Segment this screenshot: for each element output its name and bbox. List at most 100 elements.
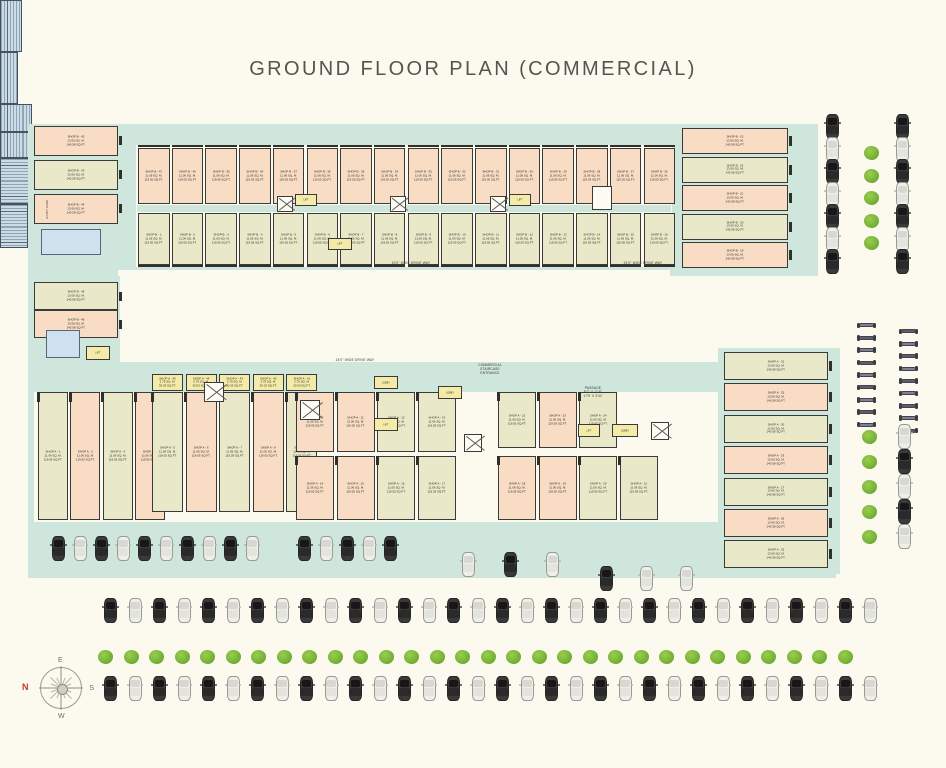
column-marker — [416, 392, 420, 401]
motorcycle-icon — [857, 396, 876, 403]
tree-icon — [862, 480, 877, 494]
shop-unit-lowercenter-6[interactable]: SHOP A - 16 11.06 SQ. M. 119.05 SQ.FT. — [377, 456, 416, 520]
shop-unit-lowercenter-3[interactable]: SHOP A - 13 11.06 SQ. M. 119.05 SQ.FT. — [417, 392, 456, 452]
shop-unit-label: SHOP A - 27 13.06 SQ. M. 140.58 SQ.FT. — [766, 484, 786, 497]
car-icon — [837, 598, 854, 623]
tree-icon — [864, 236, 879, 250]
shop-unit-top-lower-1[interactable]: SHOP B - 2 11.06 SQ. M. 119.05 SQ.FT. — [171, 213, 204, 265]
shop-unit-top-upper-1[interactable]: SHOP B - 46 11.06 SQ. M. 119.05 SQ.FT. — [171, 148, 204, 204]
car-icon — [763, 676, 781, 701]
shop-unit-top-upper-6[interactable]: SHOP B - 35 11.06 SQ. M. 119.05 SQ.FT. — [340, 148, 372, 204]
shop-unit-label: SHOP A - 20 11.06 SQ. M. 119.05 SQ.FT. — [588, 481, 608, 493]
shop-unit-top-lower-0[interactable]: SHOP B - 1 11.06 SQ. M. 119.05 SQ.FT. — [138, 213, 170, 265]
shop-unit-top-lower-13[interactable]: SHOP B - 14 11.06 SQ. M. 119.05 SQ.FT. — [576, 213, 608, 265]
lift-icon-top-2 — [390, 196, 406, 212]
column-marker — [496, 392, 500, 401]
tree-icon — [557, 650, 572, 664]
motorcycle-icon — [857, 347, 876, 354]
shop-unit-lowerrightmid-1[interactable]: SHOP A - 23 11.06 SQ. M. 119.05 SQ.FT. — [538, 392, 577, 448]
car-icon — [690, 676, 707, 701]
shop-unit-lowerleft-1[interactable]: SHOP A - 2 11.06 SQ. M. 119.05 SQ.FT. — [70, 392, 101, 520]
shop-unit-top-lower-15[interactable]: SHOP B - 16 11.06 SQ. M. 119.05 SQ.FT. — [643, 213, 675, 265]
shop-unit-top-upper-2[interactable]: SHOP B - 35 11.06 SQ. M. 119.05 SQ.FT. — [205, 148, 237, 204]
shop-unit-label: SHOP A - 3 11.06 SQ. M. 119.05 SQ.FT. — [108, 449, 128, 461]
shop-unit-lowercenter-8[interactable]: SHOP A - 18 11.06 SQ. M. 119.05 SQ.FT. — [498, 456, 536, 520]
shop-unit-lowerright-3[interactable]: SHOP A - 29 13.06 SQ. M. 140.58 SQ.FT. — [724, 446, 828, 475]
shop-unit-topright-4[interactable]: SHOP B - 19 13.06 SQ. M. 140.58 SQ.FT. — [682, 242, 788, 268]
shop-unit-top-upper-10[interactable]: SHOP B - 31 11.06 SQ. M. 119.05 SQ.FT. — [475, 148, 507, 204]
shop-unit-lowermid-0[interactable]: SHOP A - 5 11.06 SQ. M. 119.05 SQ.FT. — [152, 392, 183, 512]
shop-unit-topright-3[interactable]: SHOP B - 20 13.06 SQ. M. 140.58 SQ.FT. — [682, 213, 788, 240]
shop-unit-top-upper-0[interactable]: SHOP B - 47 11.06 SQ. M. 119.05 SQ.FT. — [138, 148, 170, 204]
column-marker — [829, 549, 832, 560]
motorcycle-icon — [857, 334, 876, 341]
shop-unit-lowercenter-5[interactable]: SHOP A - 15 11.06 SQ. M. 119.05 SQ.FT. — [336, 456, 375, 520]
shop-unit-top-lower-2[interactable]: SHOP B - 3 11.06 SQ. M. 119.05 SQ.FT. — [205, 213, 237, 265]
car-icon — [371, 676, 389, 701]
shop-unit-topright-2[interactable]: SHOP B - 21 13.06 SQ. M. 140.58 SQ.FT. — [682, 185, 788, 211]
shop-unit-lowerright-1[interactable]: SHOP A - 32 13.06 SQ. M. 140.58 SQ.FT. — [724, 383, 828, 412]
lift-icon-lower-1 — [204, 382, 224, 402]
column-marker — [643, 265, 675, 267]
car-icon — [518, 598, 536, 623]
shop-unit-top-upper-3[interactable]: SHOP B - 34 11.06 SQ. M. 119.05 SQ.FT. — [239, 148, 271, 204]
car-icon — [298, 676, 315, 701]
shop-unit-lowerright-4[interactable]: SHOP A - 27 13.06 SQ. M. 140.58 SQ.FT. — [724, 477, 828, 506]
shop-unit-top-upper-15[interactable]: SHOP B - 26 11.06 SQ. M. 119.05 SQ.FT. — [643, 148, 675, 204]
shop-unit-lowercenter-11[interactable]: SHOP A - 21 11.06 SQ. M. 119.05 SQ.FT. — [619, 456, 658, 520]
shop-unit-lowermid-2[interactable]: SHOP A - 7 11.06 SQ. M. 119.05 SQ.FT. — [219, 392, 251, 512]
shop-unit-top-lower-8[interactable]: SHOP B - 9 11.06 SQ. M. 119.05 SQ.FT. — [407, 213, 440, 265]
shop-unit-top-lower-7[interactable]: SHOP B - 8 11.06 SQ. M. 119.05 SQ.FT. — [373, 213, 406, 265]
shop-unit-topright-1[interactable]: SHOP B - 22 13.06 SQ. M. 140.58 SQ.FT. — [682, 156, 788, 183]
shop-unit-label: SHOP A - 11 11.06 SQ. M. 119.05 SQ.FT. — [346, 415, 365, 427]
shop-unit-lowerleft-2[interactable]: SHOP A - 3 11.06 SQ. M. 119.05 SQ.FT. — [102, 392, 133, 520]
shop-cap-lowermid-4[interactable]: SHOP A - 41 2.79 SQ. M. 30.03 SQ.FT. — [286, 374, 318, 391]
shop-unit-top-lower-3[interactable]: SHOP B - 4 11.06 SQ. M. 119.05 SQ.FT. — [239, 213, 271, 265]
shop-unit-top-lower-10[interactable]: SHOP B - 11 11.06 SQ. M. 119.05 SQ.FT. — [475, 213, 507, 265]
car-icon — [502, 552, 519, 577]
car-icon — [420, 598, 438, 623]
shop-unit-top-lower-4[interactable]: SHOP B - 5 11.06 SQ. M. 119.05 SQ.FT. — [272, 213, 305, 265]
shop-unit-top-upper-9[interactable]: SHOP B - 32 11.06 SQ. M. 119.05 SQ.FT. — [441, 148, 473, 204]
shop-unit-top-lower-12[interactable]: SHOP B - 13 11.06 SQ. M. 119.05 SQ.FT. — [542, 213, 574, 265]
shop-unit-label: SHOP B - 29 11.06 SQ. M. 119.05 SQ.FT. — [548, 169, 568, 181]
shop-unit-left-0[interactable]: SHOP B - 42 13.06 SQ. M. 140.58 SQ.FT. — [34, 126, 118, 156]
shop-unit-lowermid-1[interactable]: SHOP A - 6 11.06 SQ. M. 119.05 SQ.FT. — [185, 392, 217, 512]
shop-unit-lowerright-5[interactable]: SHOP A - 26 13.06 SQ. M. 140.58 SQ.FT. — [724, 509, 828, 537]
shop-unit-lowercenter-1[interactable]: SHOP A - 11 11.06 SQ. M. 119.05 SQ.FT. — [336, 392, 375, 452]
lobby-label-passage: LOBBY — [620, 428, 630, 432]
shop-unit-label: SHOP A - 6 11.06 SQ. M. 119.05 SQ.FT. — [191, 445, 211, 457]
shop-unit-top-lower-14[interactable]: SHOP B - 15 11.06 SQ. M. 119.05 SQ.FT. — [609, 213, 642, 265]
shop-unit-left-3[interactable]: SHOP B - 45 13.06 SQ. M. 140.58 SQ.FT. — [34, 282, 118, 310]
shop-cap-lowermid-0[interactable]: SHOP A - 45 2.79 SQ. M. 30.03 SQ.FT. — [152, 374, 183, 391]
shop-unit-lowercenter-9[interactable]: SHOP A - 19 11.06 SQ. M. 119.05 SQ.FT. — [538, 456, 577, 520]
car-icon — [824, 249, 841, 274]
column-marker — [508, 265, 541, 267]
shop-unit-topright-0[interactable]: SHOP B - 23 13.06 SQ. M. 140.58 SQ.FT. — [682, 128, 788, 154]
shop-unit-lowerright-2[interactable]: SHOP A - 30 13.06 SQ. M. 140.58 SQ.FT. — [724, 414, 828, 443]
shop-unit-lowerleft-0[interactable]: SHOP A - 1 11.06 SQ. M. 119.05 SQ.FT. — [38, 392, 68, 520]
column-marker — [576, 145, 608, 147]
shop-unit-top-upper-8[interactable]: SHOP B - 33 11.06 SQ. M. 119.05 SQ.FT. — [407, 148, 440, 204]
shop-unit-label: SHOP B - 37 11.06 SQ. M. 119.05 SQ.FT. — [279, 169, 298, 181]
column-marker — [119, 204, 122, 213]
shop-unit-lowermid-3[interactable]: SHOP A - 8 11.06 SQ. M. 119.05 SQ.FT. — [252, 392, 284, 512]
car-icon — [50, 536, 67, 561]
entry-ramp-label: ENTRY RAMP — [46, 199, 49, 219]
shop-unit-lowerrightmid-0[interactable]: SHOP A - 22 11.06 SQ. M. 119.05 SQ.FT. — [498, 392, 536, 448]
shop-unit-lowercenter-10[interactable]: SHOP A - 20 11.06 SQ. M. 119.05 SQ.FT. — [579, 456, 618, 520]
shop-unit-left-2[interactable]: SHOP B - 44 13.06 SQ. M. 140.58 SQ.FT. — [34, 194, 118, 224]
shop-unit-top-upper-14[interactable]: SHOP B - 27 11.06 SQ. M. 119.05 SQ.FT. — [609, 148, 642, 204]
shop-unit-lowercenter-7[interactable]: SHOP A - 17 11.06 SQ. M. 119.05 SQ.FT. — [417, 456, 456, 520]
lobby-label-mid-2: LOBBY — [445, 390, 455, 394]
shop-unit-top-lower-11[interactable]: SHOP B - 12 11.06 SQ. M. 119.05 SQ.FT. — [508, 213, 541, 265]
shop-unit-lowercenter-4[interactable]: SHOP A - 14 11.06 SQ. M. 119.05 SQ.FT. — [296, 456, 334, 520]
shop-unit-top-upper-12[interactable]: SHOP B - 29 11.06 SQ. M. 119.05 SQ.FT. — [542, 148, 574, 204]
lift-box-top-3: LIFT — [328, 238, 352, 250]
shop-unit-top-lower-9[interactable]: SHOP B - 10 11.06 SQ. M. 119.05 SQ.FT. — [441, 213, 473, 265]
passage-label: PASSAGE 5'7" X 11'8" 1'79' X 3'42' — [583, 386, 603, 399]
shop-unit-lowerright-0[interactable]: SHOP A - 31 13.06 SQ. M. 140.58 SQ.FT. — [724, 352, 828, 380]
shop-unit-lowerrightmid-2[interactable]: SHOP A - 24 11.06 SQ. M. 119.05 SQ.FT. — [579, 392, 618, 448]
shop-unit-lowerright-6[interactable]: SHOP A - 25 13.06 SQ. M. 140.58 SQ.FT. — [724, 540, 828, 569]
shop-cap-lowermid-3[interactable]: SHOP A - 42 2.79 SQ. M. 30.03 SQ.FT. — [252, 374, 284, 391]
